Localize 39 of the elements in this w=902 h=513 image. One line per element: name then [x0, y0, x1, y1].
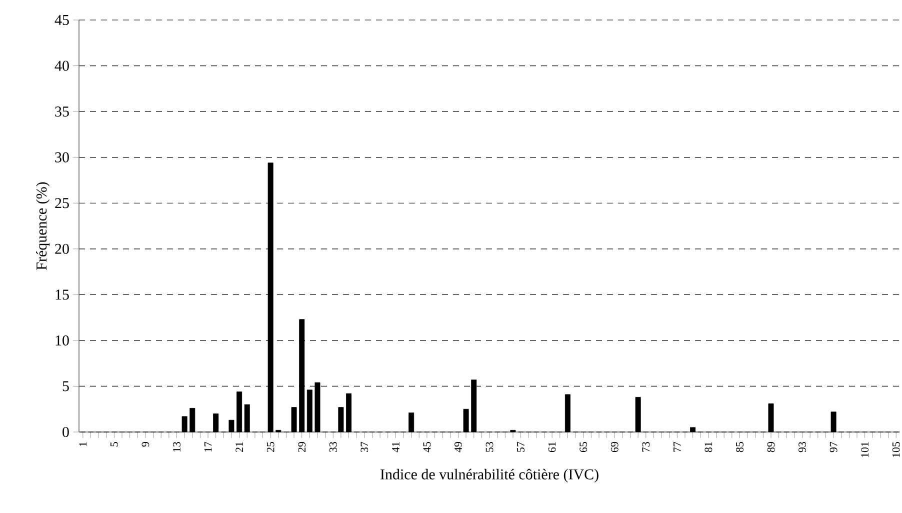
y-tick-label: 30 — [55, 152, 69, 162]
y-tick-label: 20 — [55, 244, 69, 254]
x-tick-label: 97 — [830, 442, 838, 452]
y-tick-label: 45 — [54, 14, 69, 26]
x-tick-label: 105 — [892, 442, 900, 458]
x-tick-label: 17 — [204, 442, 212, 452]
x-tick-label: 73 — [642, 442, 650, 452]
x-tick-label: 45 — [423, 442, 431, 452]
x-tick-label: 49 — [454, 442, 462, 452]
x-tick-label: 41 — [392, 442, 400, 452]
x-tick-label: 57 — [517, 442, 524, 452]
x-tick-label: 77 — [674, 442, 681, 452]
y-tick-label: 40 — [54, 60, 69, 71]
x-tick-label: 13 — [173, 442, 180, 452]
x-tick-label: 37 — [360, 442, 368, 452]
x-tick-label: 85 — [736, 442, 744, 452]
x-tick-label: 69 — [610, 442, 618, 452]
x-tick-label: 81 — [704, 442, 712, 452]
y-axis-title: Fréquence (%) — [36, 182, 50, 270]
x-tick-label: 21 — [236, 442, 243, 452]
x-tick-label: 1 — [79, 442, 87, 446]
x-tick-label: 65 — [580, 442, 588, 452]
x-tick-label: 89 — [767, 442, 775, 452]
x-tick-label: 5 — [110, 442, 118, 446]
x-tick-label: 101 — [861, 442, 869, 458]
y-tick-label: 5 — [62, 381, 69, 392]
y-tick-label: 35 — [55, 106, 69, 117]
x-tick-label: 25 — [266, 442, 274, 452]
x-tick-label: 29 — [298, 442, 306, 452]
x-tick-label: 9 — [142, 442, 150, 447]
x-tick-label: 93 — [798, 442, 806, 452]
x-axis-title: Indice de vulnérabilité côtière (IVC) — [380, 468, 598, 482]
y-tick-label: 25 — [55, 198, 69, 208]
x-tick-label: 33 — [329, 442, 337, 452]
y-tick-label: 0 — [62, 426, 69, 438]
x-tick-label: 61 — [548, 442, 556, 452]
y-tick-label: 15 — [56, 290, 69, 300]
x-tick-label: 53 — [486, 442, 494, 452]
y-tick-label: 10 — [56, 335, 69, 346]
